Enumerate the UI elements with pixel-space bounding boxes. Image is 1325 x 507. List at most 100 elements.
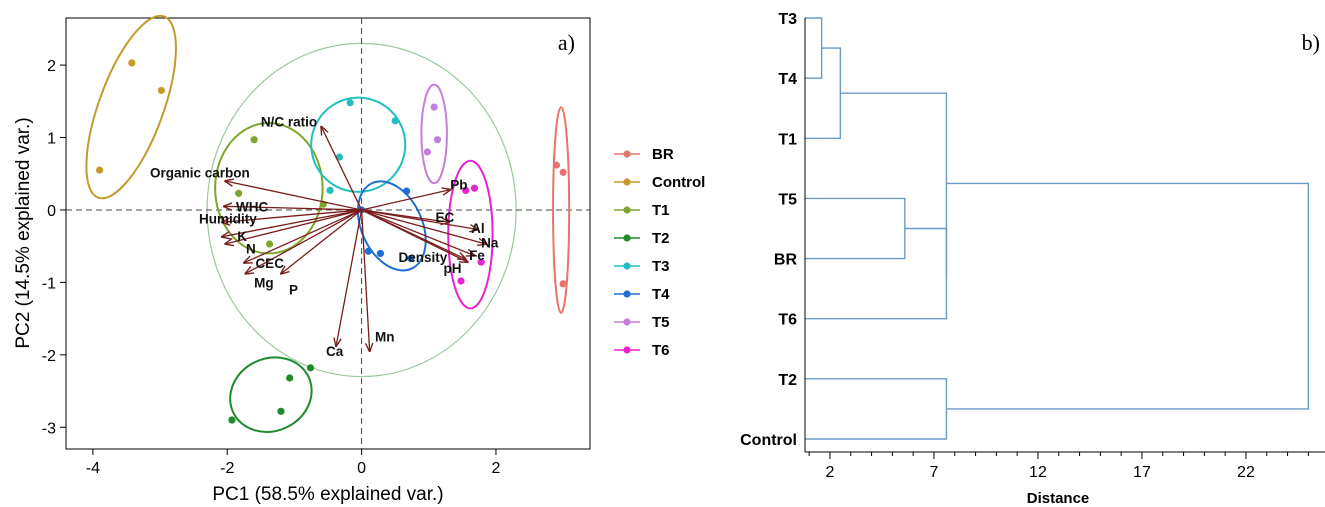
point-br	[552, 161, 561, 169]
legend-marker-t3	[623, 262, 631, 270]
loading-label-ca: Ca	[326, 344, 344, 359]
leaf-label-t4: T4	[778, 71, 797, 88]
dendrogram-x-axis-label: Distance	[1027, 490, 1090, 507]
arrow-na	[361, 209, 486, 244]
x-tick-label: -2	[220, 460, 234, 477]
legend-label-t3: T3	[652, 258, 670, 275]
y-tick-label: -3	[42, 420, 56, 437]
legend-label-br: BR	[652, 146, 674, 163]
ellipse-br	[552, 106, 571, 314]
point-t2	[286, 374, 294, 382]
dendrogram-tick-label: 17	[1133, 464, 1151, 481]
point-t1	[250, 136, 258, 144]
scatter-points	[95, 59, 567, 424]
dendrogram-tick-label: 12	[1029, 464, 1047, 481]
point-control	[157, 86, 165, 95]
point-t4	[376, 249, 384, 258]
ellipse-t6	[447, 159, 494, 310]
point-t2	[277, 407, 285, 415]
branch-t3-t4	[805, 17, 823, 79]
arrow-p	[281, 209, 362, 274]
point-t4	[403, 187, 411, 195]
panel-label-a: a)	[558, 30, 575, 55]
legend-label-control: Control	[652, 174, 705, 191]
point-control	[95, 166, 104, 174]
dendrogram-tick-label: 7	[930, 464, 939, 481]
point-br	[559, 280, 567, 288]
loading-label-fe: Fe	[469, 248, 485, 263]
point-t6	[477, 258, 485, 266]
leaf-label-br: BR	[774, 252, 798, 269]
pca-plot-frame	[65, 17, 591, 450]
leaf-label-t1: T1	[778, 131, 797, 148]
y-tick-label: 2	[47, 58, 56, 75]
arrow-mg	[245, 209, 362, 274]
ellipse-control	[85, 14, 177, 200]
arrow-k	[222, 209, 362, 237]
x-tick-label: -4	[86, 460, 100, 477]
branch-t5-br	[805, 197, 906, 260]
loading-label-density: Density	[399, 250, 448, 265]
point-t2	[306, 364, 315, 372]
leaf-label-t5: T5	[778, 191, 797, 208]
panel-label-b: b)	[1302, 30, 1320, 55]
pca-axes: -4 -2 0 2 2 1 0 -1 -2 -3	[42, 58, 501, 477]
ellipse-t5	[420, 83, 448, 185]
leaf-label-control: Control	[740, 432, 797, 449]
legend-label-t2: T2	[652, 230, 670, 247]
point-t3	[346, 99, 354, 107]
dendrogram-axes: 2 7 12 17 22	[804, 18, 1325, 481]
point-t5	[430, 103, 438, 111]
point-t1	[265, 240, 274, 248]
point-t4	[364, 247, 372, 255]
arrow-n	[225, 209, 362, 244]
arrow-humidity	[222, 209, 362, 222]
loading-label-mg: Mg	[254, 275, 274, 290]
loading-label-mn: Mn	[375, 330, 395, 345]
loading-label-k: K	[237, 229, 247, 244]
legend-marker-t1	[623, 206, 631, 214]
legend: BR Control T1 T2 T3 T4 T5 T6	[614, 146, 705, 359]
point-t2	[228, 416, 236, 424]
legend-marker-t6	[623, 346, 631, 354]
dendrogram-leaf-labels: T3 T4 T1 T5 BR T6 T2 Control	[740, 11, 797, 449]
point-control	[128, 59, 136, 67]
point-t5	[423, 148, 432, 156]
point-t6	[462, 186, 470, 194]
loading-label-humidity: Humidity	[199, 212, 257, 227]
point-t1	[235, 189, 243, 197]
leaf-label-t6: T6	[778, 312, 797, 329]
leaf-label-t3: T3	[778, 11, 797, 28]
branch-t3-t4-t1-t5-br-t6	[840, 92, 948, 274]
ellipse-t1	[214, 122, 324, 255]
dendrogram-tick-label: 22	[1237, 464, 1255, 481]
loading-label-ec: EC	[435, 210, 454, 225]
branch-t3-t4-t1	[805, 47, 842, 139]
branch-t5-br-t6	[805, 227, 948, 320]
point-t3	[326, 186, 334, 194]
loading-label-n: N	[246, 241, 256, 256]
arrow-al	[361, 209, 478, 230]
loading-label-n-c-ratio: N/C ratio	[261, 115, 317, 130]
reference-lines	[66, 18, 590, 449]
y-tick-label: -2	[42, 348, 56, 365]
loading-label-ph: pH	[444, 261, 462, 276]
point-t3	[335, 153, 344, 161]
y-tick-label: 1	[47, 131, 56, 148]
ellipse-t4	[356, 180, 427, 272]
dendrogram-tick-label: 2	[826, 464, 835, 481]
legend-label-t5: T5	[652, 314, 670, 331]
point-t3	[391, 117, 399, 125]
x-axis-label: PC1 (58.5% explained var.)	[212, 484, 443, 505]
loading-label-cec: CEC	[255, 256, 284, 271]
arrow-n-c-ratio	[321, 127, 363, 211]
arrow-pb	[361, 190, 451, 211]
legend-label-t4: T4	[652, 286, 670, 303]
loading-label-whc: WHC	[236, 199, 268, 214]
loading-arrows	[222, 127, 486, 352]
point-t6	[457, 277, 465, 285]
arrow-mn	[360, 209, 370, 351]
legend-marker-t4	[623, 290, 631, 298]
x-tick-label: 0	[357, 460, 366, 477]
